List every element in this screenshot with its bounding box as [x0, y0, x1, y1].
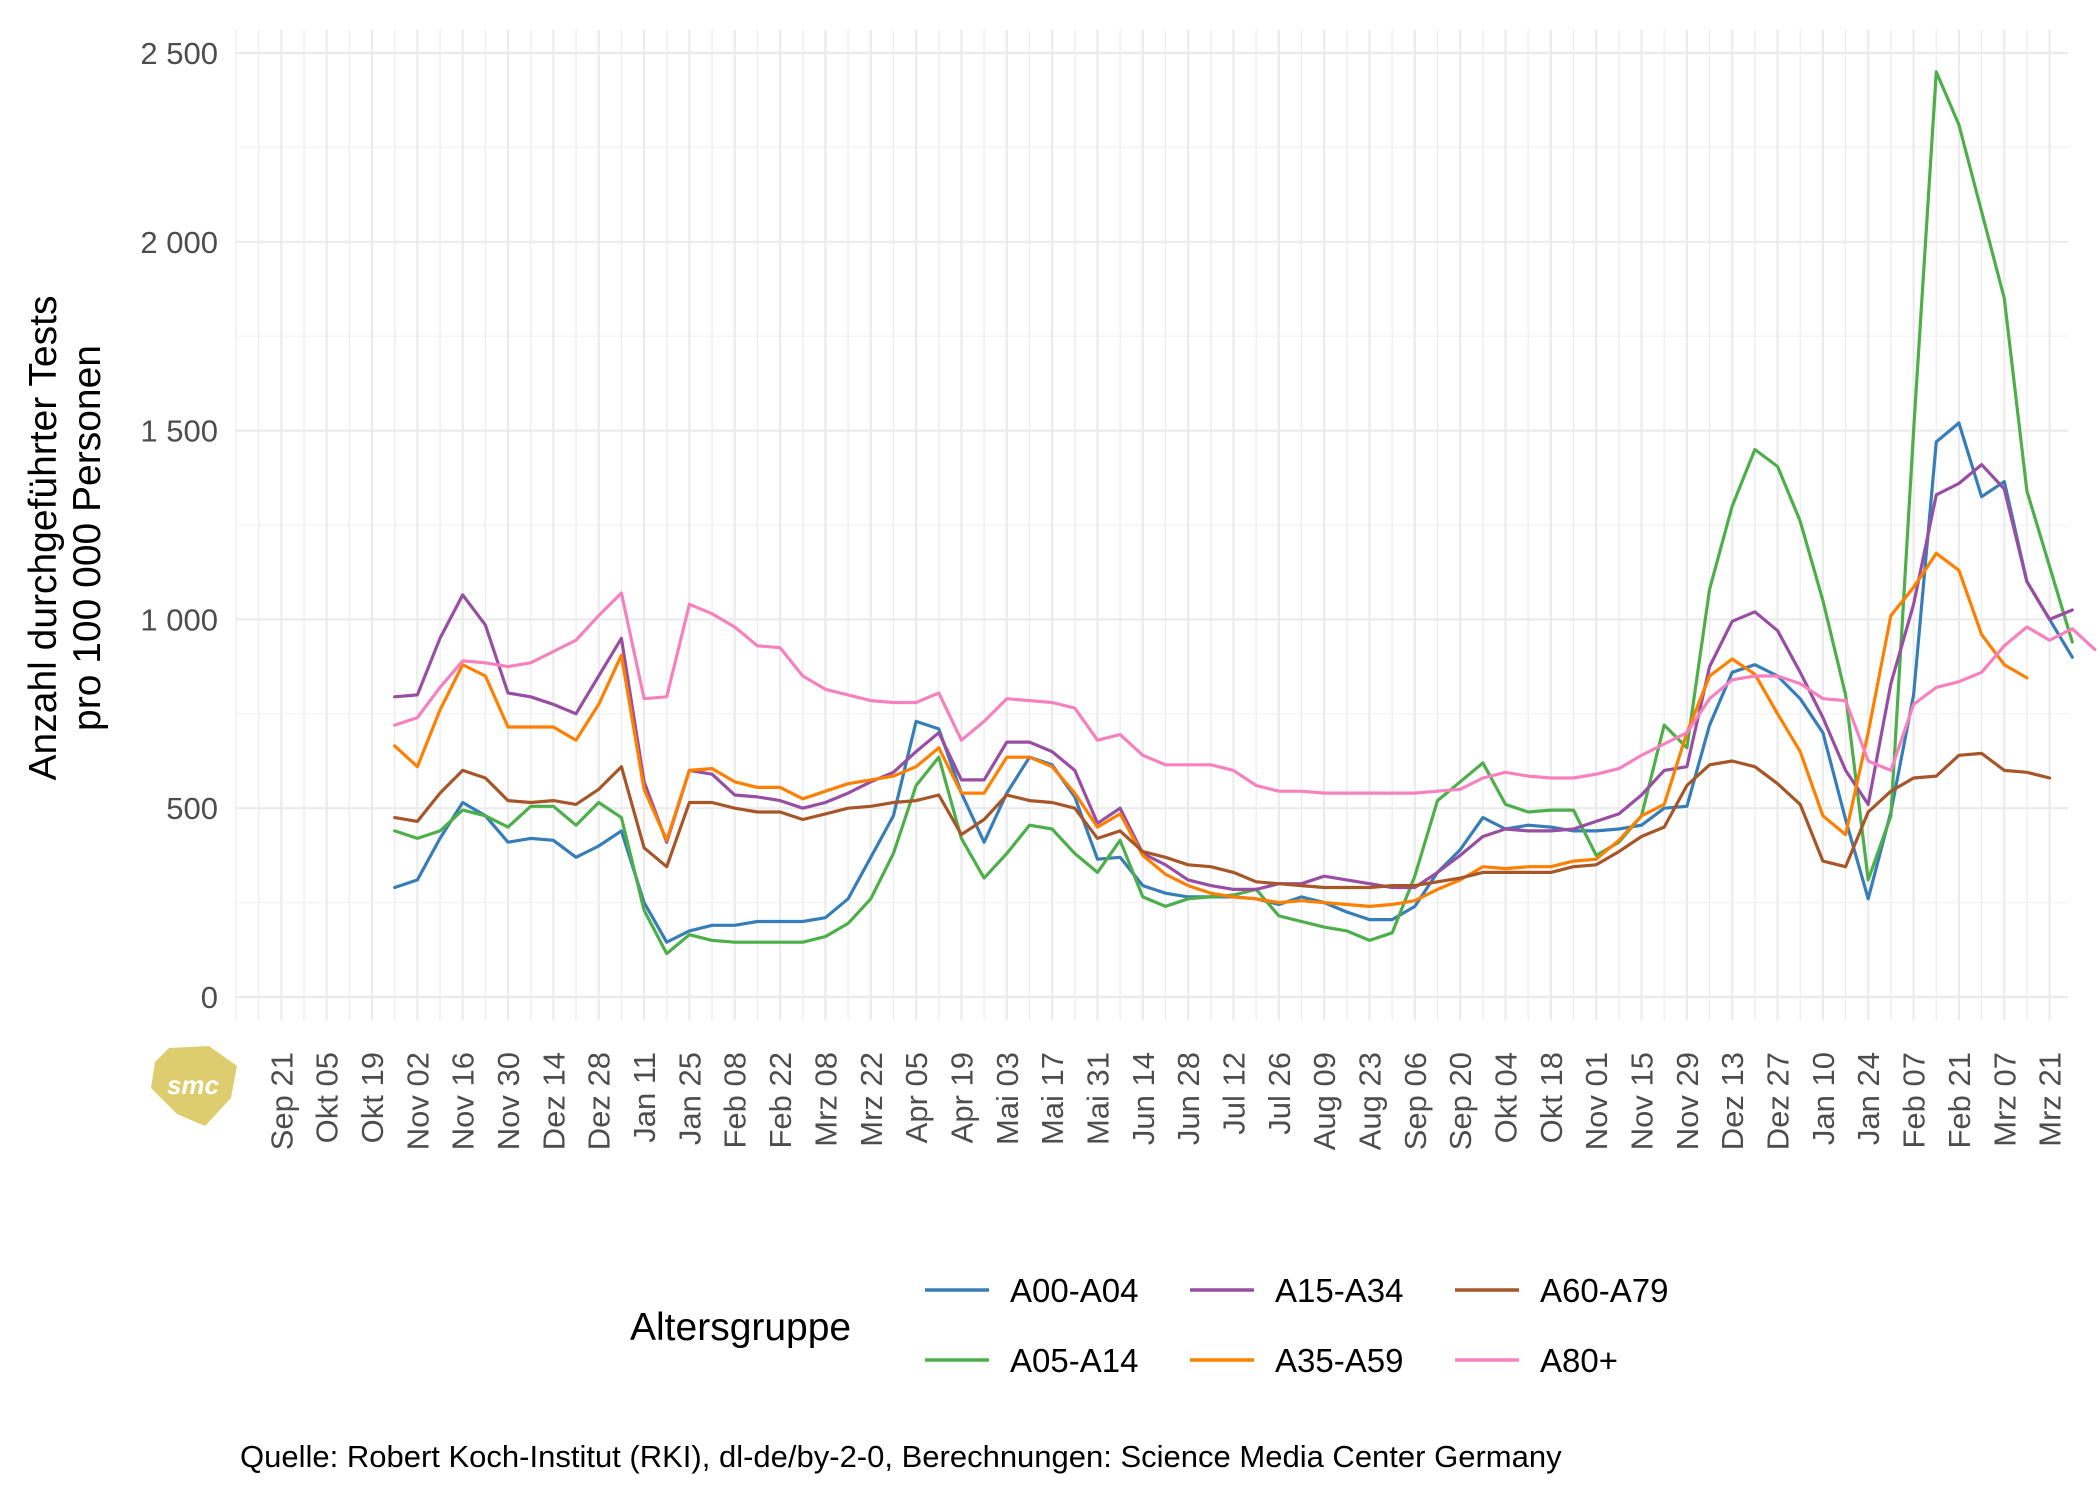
x-tick-label: Sep 06	[1398, 1052, 1433, 1150]
series-line-a35-a59	[393, 551, 2029, 909]
x-tick-label: Nov 02	[400, 1052, 435, 1150]
x-tick-label: Jan 24	[1851, 1052, 1886, 1145]
x-tick-label: Mrz 08	[808, 1052, 843, 1147]
legend-label-a00-a04: A00-A04	[1010, 1272, 1138, 1309]
y-axis-ticks: 0 500 1 000 1 500 2 000 2 500	[140, 36, 218, 1015]
x-tick-label: Nov 01	[1579, 1052, 1614, 1150]
x-tick-label: Nov 16	[446, 1052, 481, 1150]
smc-logo-shape	[151, 1046, 237, 1126]
x-tick-label: Dez 27	[1761, 1052, 1796, 1150]
legend-label-a80+: A80+	[1540, 1342, 1618, 1379]
y-tick-label: 0	[201, 980, 218, 1015]
x-tick-label: Okt 04	[1489, 1052, 1524, 1143]
x-tick-label: Nov 30	[491, 1052, 526, 1150]
y-tick-label: 1 500	[140, 414, 218, 449]
y-tick-label: 500	[166, 791, 218, 826]
x-tick-label: Okt 05	[310, 1052, 345, 1143]
y-tick-label: 2 000	[140, 225, 218, 260]
legend-title: Altersgruppe	[630, 1306, 851, 1349]
x-tick-label: Jul 12	[1216, 1052, 1251, 1135]
x-tick-label: Jul 26	[1262, 1052, 1297, 1135]
smc-logo: smc	[151, 1046, 237, 1126]
x-tick-label: Mai 17	[1035, 1052, 1070, 1145]
caption: Quelle: Robert Koch-Institut (RKI), dl-d…	[240, 1439, 1562, 1474]
y-tick-label: 1 000	[140, 602, 218, 637]
series-line-a05-a14	[393, 70, 2074, 956]
x-tick-label: Dez 28	[582, 1052, 617, 1150]
legend: Altersgruppe A00-A04 A05-A14 A15-A34 A35-A5…	[630, 1272, 1668, 1379]
x-tick-label: Dez 14	[536, 1052, 571, 1150]
y-axis-title-line-2: pro 100 000 Personen	[66, 345, 109, 731]
series-line-a80+	[393, 591, 2097, 795]
series-line-a60-a79	[393, 751, 2052, 890]
x-tick-label: Nov 15	[1625, 1052, 1660, 1150]
x-tick-label: Aug 23	[1353, 1052, 1388, 1150]
x-tick-label: Sep 20	[1443, 1052, 1478, 1150]
x-tick-label: Feb 08	[718, 1052, 753, 1149]
x-tick-label: Feb 22	[763, 1052, 798, 1149]
x-tick-label: Nov 29	[1670, 1052, 1705, 1150]
smc-logo-text: smc	[167, 1070, 220, 1100]
series-lines	[393, 70, 2097, 956]
y-tick-label: 2 500	[140, 36, 218, 71]
x-tick-label: Mrz 21	[2033, 1052, 2068, 1147]
legend-label-a05-a14: A05-A14	[1010, 1342, 1138, 1379]
grid-minor	[235, 30, 2068, 1020]
x-tick-label: Mai 31	[1080, 1052, 1115, 1145]
x-axis-ticks: Sep 21 Okt 05 Okt 19 Nov 02 Nov 16 Nov 30 Dez …	[264, 1052, 2067, 1150]
x-tick-label: Mai 03	[990, 1052, 1025, 1145]
x-tick-label: Dez 13	[1715, 1052, 1750, 1150]
x-tick-label: Feb 07	[1897, 1052, 1932, 1149]
x-tick-label: Mrz 07	[1987, 1052, 2022, 1147]
legend-label-a35-a59: A35-A59	[1275, 1342, 1403, 1379]
x-tick-label: Mrz 22	[854, 1052, 889, 1147]
x-tick-label: Jan 10	[1806, 1052, 1841, 1145]
x-tick-label: Apr 05	[899, 1052, 934, 1143]
x-tick-label: Jan 11	[627, 1052, 662, 1143]
x-tick-label: Okt 19	[355, 1052, 390, 1143]
x-tick-label: Jun 14	[1126, 1052, 1161, 1145]
x-tick-label: Jan 25	[672, 1052, 707, 1145]
legend-label-a15-a34: A15-A34	[1275, 1272, 1403, 1309]
x-tick-label: Okt 18	[1534, 1052, 1569, 1143]
legend-label-a60-a79: A60-A79	[1540, 1272, 1668, 1309]
grid-major	[236, 30, 2068, 1020]
y-axis-title-line-1: Anzahl durchgeführter Tests	[22, 296, 65, 781]
x-tick-label: Apr 19	[944, 1052, 979, 1143]
y-axis-title: Anzahl durchgeführter Tests pro 100 000 …	[22, 296, 109, 781]
x-tick-label: Feb 21	[1942, 1052, 1977, 1149]
x-tick-label: Sep 21	[264, 1052, 299, 1150]
x-tick-label: Jun 28	[1171, 1052, 1206, 1145]
x-tick-label: Aug 09	[1307, 1052, 1342, 1150]
